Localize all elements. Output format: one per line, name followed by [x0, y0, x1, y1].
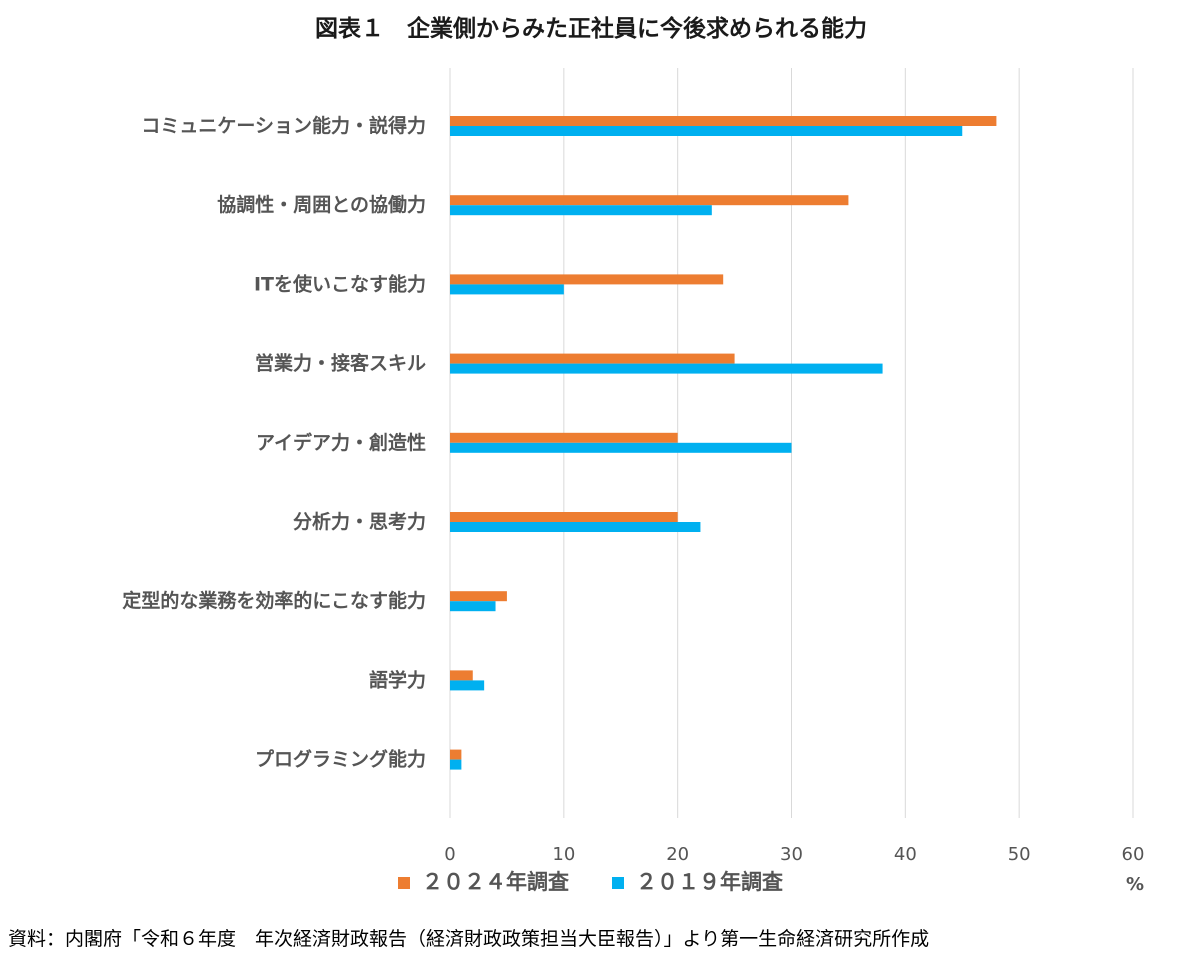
bar-series-1 [450, 353, 735, 364]
legend-swatch [398, 877, 410, 889]
bar-series-2 [450, 284, 564, 295]
bar-series-2 [450, 442, 792, 453]
bar-series-1 [450, 749, 462, 760]
bar-series-2 [450, 601, 496, 612]
x-tick-label: 20 [666, 844, 689, 865]
source-note: 資料：内閣府「令和６年度 年次経済財政報告（経済財政政策担当大臣報告）」より第一… [8, 928, 929, 950]
category-label: ITを使いこなす能力 [254, 272, 426, 295]
bar-series-1 [450, 195, 849, 206]
bar-series-2 [450, 126, 963, 136]
bar-series-1 [450, 512, 678, 522]
legend-swatch [612, 877, 624, 889]
bar-series-2 [450, 522, 701, 532]
category-label: アイデア力・創造性 [256, 431, 426, 454]
bar-series-2 [450, 680, 485, 691]
bar-series-1 [450, 116, 997, 126]
category-label: 定型的な業務を効率的にこなす能力 [122, 589, 426, 612]
bars [450, 116, 997, 770]
category-label: 分析力・思考力 [293, 510, 426, 533]
bar-series-2 [450, 363, 883, 374]
x-tick-label: 60 [1122, 844, 1145, 865]
x-tick-label: 30 [780, 844, 803, 865]
bar-series-1 [450, 274, 724, 285]
legend: ２０２４年調査 ２０１９年調査 [398, 870, 783, 894]
category-label: 営業力・接客スキル [255, 352, 426, 375]
bar-series-1 [450, 432, 678, 443]
chart-title: 図表１ 企業側からみた正社員に今後求められる能力 [315, 15, 867, 42]
bar-series-2 [450, 759, 462, 770]
legend-label: ２０２４年調査 [422, 870, 569, 894]
category-label: コミュニケーション能力・説得力 [141, 114, 426, 137]
x-tick-label: 50 [1008, 844, 1031, 865]
legend-label: ２０１９年調査 [636, 870, 783, 894]
x-tick-label: 0 [444, 844, 455, 865]
category-label: 語学力 [369, 668, 426, 691]
x-tick-label: 40 [894, 844, 917, 865]
x-axis-unit: % [1126, 874, 1144, 895]
category-label: 協調性・周囲との協働力 [217, 193, 426, 216]
x-tick-label: 10 [552, 844, 575, 865]
x-axis-ticks: 0 10 20 30 40 50 60 [444, 844, 1144, 865]
bar-series-1 [450, 670, 473, 681]
category-label: プログラミング能力 [255, 748, 426, 771]
bar-series-1 [450, 591, 507, 602]
bar-series-2 [450, 205, 712, 216]
